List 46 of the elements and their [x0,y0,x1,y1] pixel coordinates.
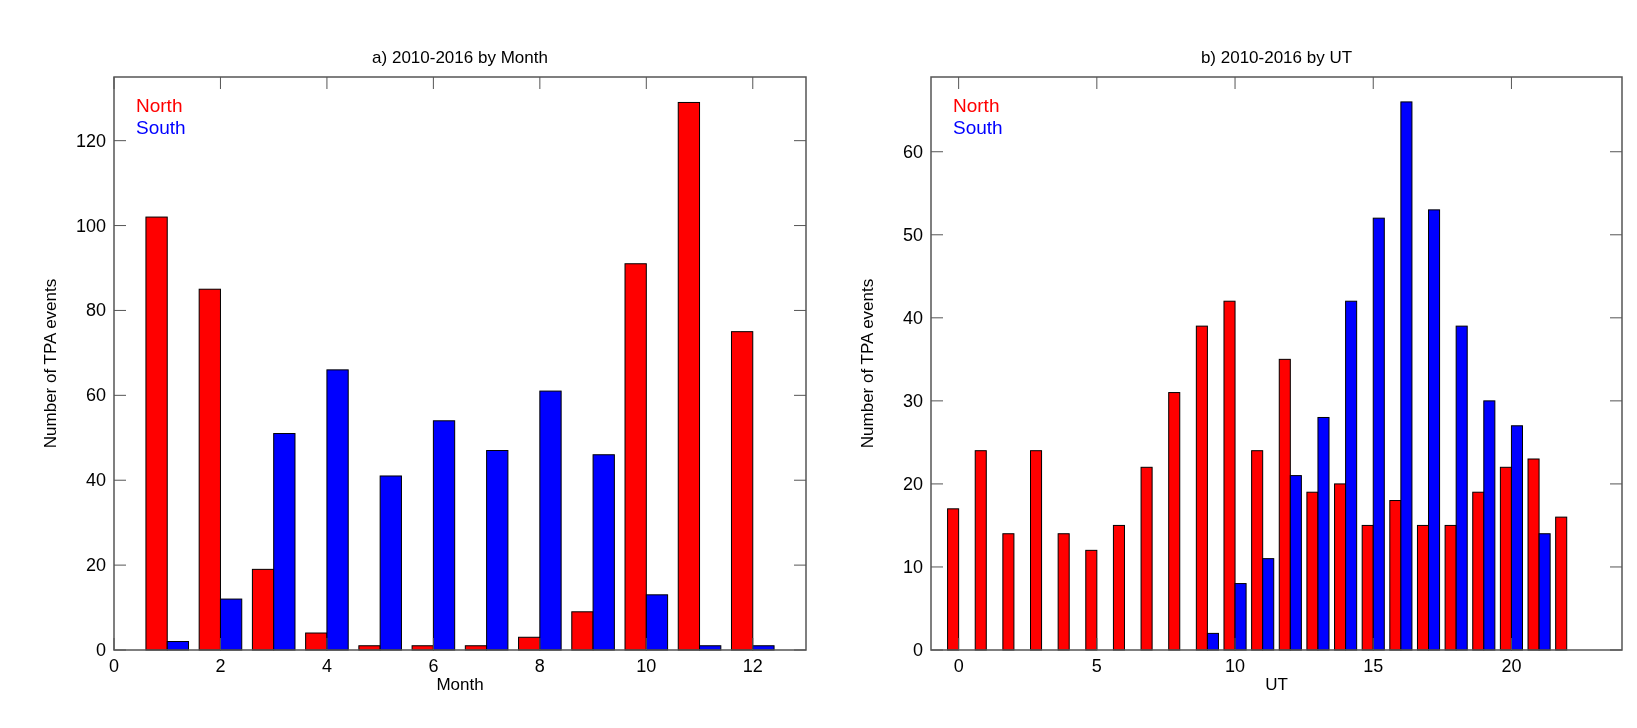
y-axis-title: Number of TPA events [858,278,877,449]
x-tick-label: 10 [1225,656,1246,676]
y-tick-label: 0 [95,640,106,660]
x-tick-label: 8 [534,656,545,676]
x-tick-label: 5 [1091,656,1102,676]
x-tick-label: 2 [215,656,226,676]
text: North [953,95,1000,116]
bar [1085,549,1098,651]
y-tick-label: 60 [85,385,106,406]
y-tick-label: 20 [902,473,923,494]
bar [1030,450,1043,651]
y-tick-label: 20 [85,555,106,576]
bar [1002,533,1015,651]
y-tick-label: 50 [902,224,923,245]
text: South [953,117,1003,138]
y-tick-label: 30 [902,390,923,411]
y-tick-label: 60 [902,141,923,162]
y-tick-label: 0 [912,640,923,660]
x-axis-title: Month [436,675,484,694]
x-tick-label: 10 [636,656,657,676]
bar [947,508,960,651]
y-tick-label: 40 [85,470,106,491]
bar [1555,516,1568,651]
y-axis-title: Number of TPA events [41,278,60,449]
text: South [136,117,186,138]
y-tick-label: 10 [902,556,923,577]
chart-title: b) 2010-2016 by UT [1200,48,1353,67]
x-tick-label: 0 [953,656,964,676]
x-tick-label: 15 [1363,656,1384,676]
y-tick-label: 100 [75,215,106,236]
bar [1112,524,1125,651]
bar [1057,533,1070,651]
x-tick-label: 20 [1501,656,1522,676]
y-tick-label: 80 [85,300,106,321]
text: North [136,95,183,116]
y-tick-label: 120 [75,130,106,151]
bar [1168,392,1181,651]
bar [1140,466,1153,651]
x-tick-label: 0 [108,656,120,676]
y-tick-label: 40 [902,307,923,328]
x-tick-label: 12 [742,656,763,676]
x-axis-title: UT [1265,675,1288,694]
chart-title: a) 2010-2016 by Month [372,48,548,67]
bar [974,450,987,651]
x-tick-label: 6 [428,656,439,676]
x-tick-label: 4 [321,656,332,676]
